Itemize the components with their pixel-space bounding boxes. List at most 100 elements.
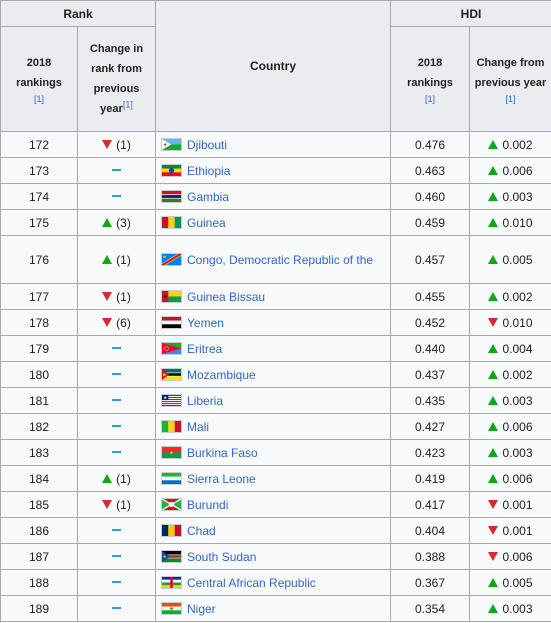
rank-change-cell: (1) [77,465,156,492]
country-cell: Guinea Bissau [155,283,391,310]
rank-change-cell [77,595,156,622]
rank-change-header[interactable]: Change in rank from previous year[1] [77,26,156,132]
table-row: 177 (1) Guinea Bissau 0.455 0.002 [0,283,551,310]
rank-cell: 179 [0,335,78,362]
country-cell: Ethiopia [155,157,391,184]
hdi-change-cell: 0.003 [468,183,551,210]
rank-cell: 182 [0,413,78,440]
country-link[interactable]: Guinea [187,215,226,230]
steady-dash-icon [112,424,121,427]
steady-dash-icon [112,372,121,375]
table-row: 189 Niger 0.354 0.003 [0,595,551,622]
country-link[interactable]: Liberia [187,393,224,408]
rank-value: 185 [28,497,50,512]
rank-change-cell [77,439,156,466]
rank-change-cell: (1) [77,235,156,284]
rank-change-text: (1) [116,252,131,267]
mali-flag-icon [161,419,182,433]
increase-arrow-icon [488,254,499,264]
hdi-change-cell: 0.002 [468,283,551,310]
decrease-arrow-icon [488,317,499,327]
hdi-cell: 0.404 [390,517,470,544]
table-row: 173 Ethiopia 0.463 0.006 [0,157,551,184]
hdi-value: 0.367 [414,575,446,590]
rank-cell: 186 [0,517,78,544]
rank-cell: 189 [0,595,78,622]
hdi-2018-ref-link[interactable]: [1] [424,94,435,104]
country-header[interactable]: Country [155,0,391,132]
ethiopia-flag-icon [161,163,182,177]
rank-group-header-label: Rank [63,6,93,21]
table-row: 178 (6) Yemen 0.452 0.010 [0,309,551,336]
country-link[interactable]: Burundi [187,497,229,512]
rank-change-cell [77,517,156,544]
rank-change-cell: (1) [77,131,156,158]
rank-value: 173 [28,163,50,178]
rank-2018-ref-link[interactable]: [1] [33,94,44,104]
rank-change-text: (3) [116,215,131,230]
country-cell: Burkina Faso [155,439,391,466]
hdi-value: 0.460 [414,189,446,204]
hdi-cell: 0.388 [390,543,470,570]
hdi-value: 0.440 [414,341,446,356]
hdi-change-text: 0.006 [502,471,533,486]
country-link[interactable]: Burkina Faso [187,445,258,460]
country-link[interactable]: South Sudan [187,549,257,564]
hdi-change-header[interactable]: Change from previous year [1] [468,26,551,132]
country-link[interactable]: Mozambique [187,367,256,382]
decrease-arrow-icon [488,551,499,561]
country-cell: Eritrea [155,335,391,362]
rank-change-text: (6) [116,315,131,330]
country-link[interactable]: Congo, Democratic Republic of the [187,252,374,267]
rank-change-cell: (1) [77,283,156,310]
country-link[interactable]: Sierra Leone [187,471,256,486]
increase-arrow-icon [488,343,499,353]
country-link[interactable]: Gambia [187,189,230,204]
hdi-group-header[interactable]: HDI [389,0,551,27]
country-link[interactable]: Yemen [187,315,224,330]
increase-arrow-icon [488,447,499,457]
rank-cell: 172 [0,131,78,158]
table-row: 188 Central African Republic 0.367 0.005 [0,569,551,596]
hdi-change-cell: 0.003 [468,595,551,622]
rank-group-header[interactable]: Rank [0,0,156,27]
country-link[interactable]: Eritrea [187,341,223,356]
hdi-change-cell: 0.005 [468,569,551,596]
hdi-group-header-label: HDI [460,6,482,21]
country-link[interactable]: Central African Republic [187,575,316,590]
rank-change-text: (1) [116,289,131,304]
increase-arrow-icon [488,291,499,301]
table-row: 174 Gambia 0.460 0.003 [0,183,551,210]
country-link[interactable]: Chad [187,523,216,538]
hdi-change-ref-link[interactable]: [1] [505,94,516,104]
yemen-flag-icon [161,315,182,329]
hdi-change-cell: 0.004 [468,335,551,362]
burkina-faso-flag-icon [161,445,182,459]
country-link[interactable]: Niger [187,601,216,616]
country-link[interactable]: Djibouti [187,137,228,152]
rank-change-ref-link[interactable]: [1] [122,99,133,110]
country-link[interactable]: Guinea Bissau [187,289,266,304]
hdi-change-text: 0.006 [502,419,533,434]
hdi-change-cell: 0.006 [468,157,551,184]
south-sudan-flag-icon [161,549,182,563]
country-link[interactable]: Ethiopia [187,163,231,178]
decrease-arrow-icon [102,291,113,301]
rank-change-cell [77,361,156,388]
increase-arrow-icon [488,217,499,227]
hdi-value: 0.419 [414,471,446,486]
hdi-change-text: 0.006 [502,163,533,178]
sierra-leone-flag-icon [161,471,182,485]
hdi-value: 0.437 [414,367,446,382]
country-cell: Mozambique [155,361,391,388]
country-link[interactable]: Mali [187,419,210,434]
increase-arrow-icon [102,217,113,227]
rank-cell: 184 [0,465,78,492]
rank-2018-header[interactable]: 2018 rankings [1] [0,26,78,132]
hdi-value: 0.452 [414,315,446,330]
hdi-2018-header[interactable]: 2018 rankings [1] [390,26,470,132]
decrease-arrow-icon [102,317,113,327]
rank-value: 182 [28,419,50,434]
increase-arrow-icon [102,473,113,483]
rank-value: 174 [28,189,50,204]
